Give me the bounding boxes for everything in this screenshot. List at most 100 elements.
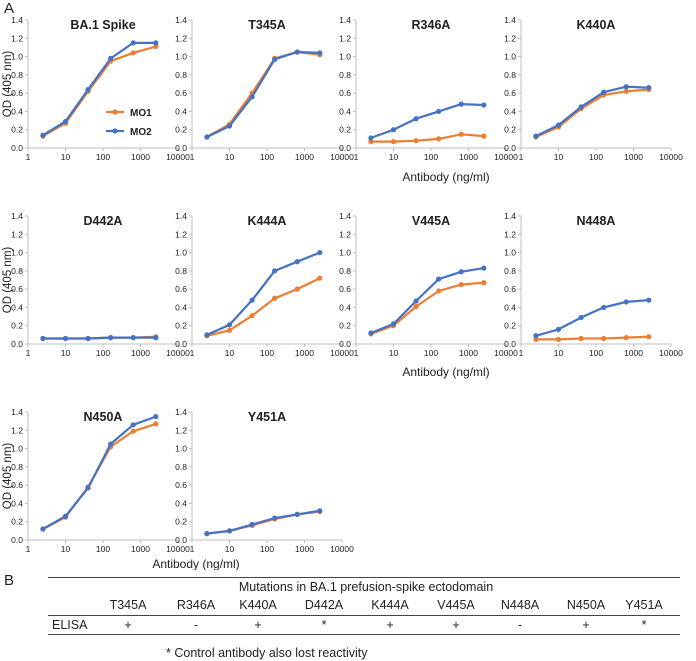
k440a-x-tick-label: 10000: [659, 152, 683, 162]
n450a-y-tick-label: 0.8: [11, 462, 23, 472]
n450a-x-tick-label: 10: [61, 544, 71, 554]
table-top-rule: [48, 577, 680, 578]
ba-1-spike-x-tick-label: 1: [26, 152, 31, 162]
ba-1-spike-y-tick-label: 1.2: [11, 33, 23, 43]
r346a-y-tick-label: 1.0: [339, 52, 351, 62]
n448a-mo2-point: [623, 299, 629, 305]
k440a-mo1-line: [535, 88, 649, 139]
n450a-mo2-point: [40, 526, 46, 532]
y451a-mo1-line: [206, 510, 320, 535]
n450a-mo2-point: [108, 441, 114, 447]
k440a-chart-title: K440A: [577, 18, 616, 32]
ba-1-spike-mo2-point: [153, 40, 159, 46]
r346a-y-tick-label: 0.6: [339, 88, 351, 98]
k444a-y-tick-label: 0.2: [175, 321, 187, 331]
d442a-mo2-point: [108, 335, 114, 341]
v445a-chart-title: V445A: [412, 214, 450, 228]
n448a-mo2-point: [578, 314, 584, 321]
ba-1-spike-x-tick-label: 10000: [166, 152, 190, 162]
y451a-x-tick-label: 10: [225, 544, 235, 554]
t345a-y-tick-label: 0.0: [175, 143, 187, 153]
n448a-mo1-point: [555, 336, 562, 343]
t345a-y-tick-label: 0.4: [175, 106, 187, 116]
d442a-mo2-point: [85, 335, 91, 342]
t345a-mo2-point: [294, 49, 300, 55]
k444a-mo1-point: [272, 295, 278, 301]
r346a-mo2-point: [413, 116, 419, 122]
legend-mo1-marker: [112, 109, 118, 115]
y451a-y-tick-label: 1.4: [175, 407, 187, 417]
t345a-x-tick-label: 10: [225, 152, 235, 162]
legend-mo2-label: MO2: [130, 127, 152, 138]
k440a-y-tick-label: 1.2: [504, 33, 516, 43]
r346a-mo2-line: [370, 102, 484, 139]
r346a-y-tick-label: 1.4: [339, 15, 351, 25]
n448a-x-tick-label: 1000: [624, 348, 643, 358]
x-axis-label-row-3: Antibody (ng/ml): [152, 557, 239, 570]
v445a-x-tick-label: 10000: [494, 348, 518, 358]
n448a-y-tick-label: 1.2: [504, 229, 516, 239]
y451a-x-tick-label: 10000: [330, 544, 354, 554]
r346a-mo1-point: [368, 139, 374, 145]
r346a-y-tick-label: 0.0: [339, 143, 351, 153]
mutation-header-n450a: N450A: [566, 598, 606, 612]
k440a-mo2-point: [533, 133, 539, 139]
n448a-y-tick-label: 0.8: [504, 266, 516, 276]
r346a-mo1-point: [390, 139, 397, 145]
k444a-mo2-point: [294, 259, 300, 265]
k440a-x-tick-label: 100: [589, 152, 603, 162]
n448a-y-tick-label: 1.4: [504, 211, 516, 221]
table-title: Mutations in BA.1 prefusion-spike ectodo…: [238, 580, 494, 594]
r346a-y-tick-label: 0.4: [339, 106, 351, 116]
k440a-x-tick-label: 10: [554, 152, 564, 162]
legend-mo1-label: MO1: [130, 108, 152, 119]
k440a-y-tick-label: 1.4: [504, 15, 516, 25]
y451a-y-tick-label: 0.6: [175, 480, 187, 490]
elisa-result-t345a: +: [124, 618, 132, 632]
v445a-x-tick-label: 1000: [459, 348, 478, 358]
n450a-mo2-point: [85, 485, 91, 491]
ba-1-spike-y-tick-label: 0.0: [11, 143, 23, 153]
d442a-x-tick-label: 100: [96, 348, 110, 358]
r346a-x-tick-label: 10: [389, 152, 399, 162]
charts-canvas: 0.0 0.2 0.4 0.6 0.8 1.0 1.2 1.4 1 10 100 1000 10000 B…: [2, 15, 683, 570]
ba-1-spike-x-tick-label: 1000: [131, 152, 150, 162]
d442a-y-tick-label: 1.4: [11, 211, 23, 221]
n448a-mo2-point: [646, 297, 652, 303]
d442a-mo2-point: [130, 335, 136, 341]
ba-1-spike-mo1-point: [130, 50, 136, 56]
r346a-mo2-point: [368, 135, 374, 141]
r346a-x-tick-label: 10000: [494, 152, 518, 162]
ba-1-spike-y-tick-label: 0.4: [11, 106, 23, 116]
r346a-mo2-point: [390, 127, 397, 133]
k444a-mo2-point: [317, 249, 323, 256]
n448a-y-tick-label: 0.0: [504, 339, 516, 349]
ba-1-spike-mo2-point: [85, 86, 91, 93]
mutation-header-d442a: D442A: [304, 598, 344, 612]
elisa-result-v445a: +: [452, 618, 460, 632]
d442a-chart-title: D442A: [84, 214, 123, 228]
ba-1-spike-x-tick-label: 10: [61, 152, 71, 162]
v445a-mo2-point: [481, 265, 487, 271]
t345a-mo2-point: [204, 134, 210, 140]
n450a-x-tick-label: 100: [96, 544, 110, 554]
t345a-mo1-line: [206, 50, 320, 138]
n450a-mo1-point: [130, 428, 136, 434]
d442a-y-tick-label: 1.0: [11, 248, 23, 258]
k440a-mo2-line: [535, 85, 649, 138]
ba-1-spike-mo1-line: [42, 45, 157, 138]
v445a-y-tick-label: 1.4: [339, 211, 351, 221]
r346a-mo2-point: [436, 108, 442, 115]
v445a-y-tick-label: 0.4: [339, 302, 351, 312]
y-axis-label-row-1: OD (405 nm): [2, 51, 14, 118]
k444a-mo1-point: [317, 275, 323, 281]
k444a-y-tick-label: 1.0: [175, 248, 187, 258]
panel-letter-a: A: [4, 0, 15, 17]
mutation-header-v445a: V445A: [437, 598, 475, 612]
v445a-mo1-point: [413, 303, 419, 310]
y451a-x-tick-label: 1000: [295, 544, 314, 554]
k444a-x-tick-label: 1000: [295, 348, 314, 358]
n448a-mo2-point: [555, 326, 562, 332]
n448a-mo2-point: [533, 333, 539, 339]
k444a-mo1-point: [226, 327, 233, 333]
